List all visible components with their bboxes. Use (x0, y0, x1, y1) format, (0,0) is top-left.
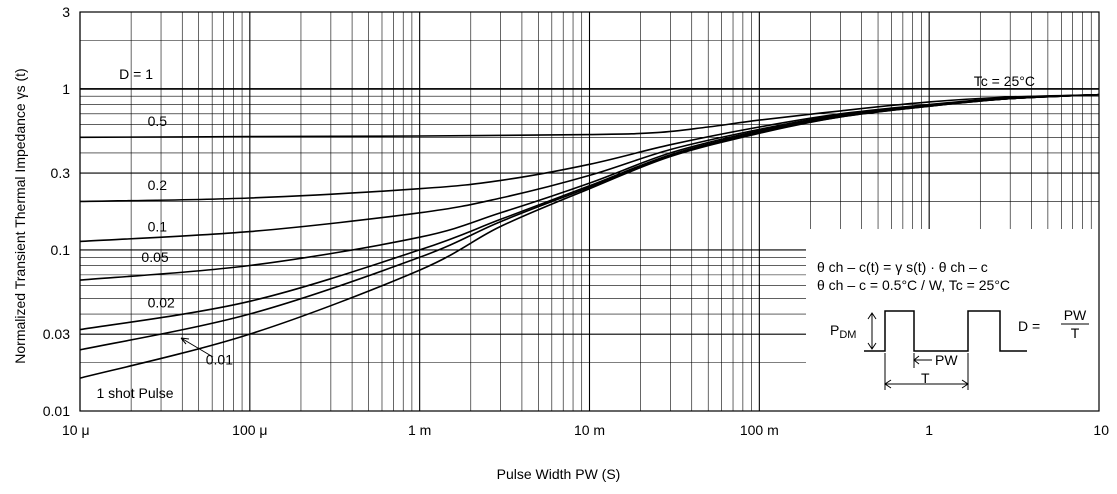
series-label-2: 0.2 (148, 177, 168, 193)
series-label-7: 1 shot Pulse (96, 385, 173, 401)
series-label-0: D = 1 (119, 66, 153, 82)
y-tick-label: 0.03 (43, 326, 70, 342)
series-label-6: 0.01 (206, 351, 233, 367)
pw-label: PW (935, 352, 958, 368)
y-tick-label: 3 (62, 4, 70, 20)
x-tick-label: 100 μ (232, 422, 267, 438)
series-label-3: 0.1 (148, 219, 168, 235)
series-line-7 (79, 93, 1100, 379)
x-axis-label: Pulse Width PW (S) (496, 466, 621, 482)
t-label: T (921, 370, 930, 386)
y-axis-label: Normalized Transient Thermal Impedance γ… (12, 68, 28, 364)
tc-annotation: Tc = 25°C (974, 73, 1035, 89)
plot-frame (79, 11, 1100, 412)
x-tick-label: 100 m (740, 422, 779, 438)
t-arrow (884, 353, 969, 390)
x-tick-label: 1 m (408, 422, 431, 438)
series-label-5: 0.02 (148, 294, 175, 310)
pdm-arrow (867, 312, 877, 350)
formula-line-1: θ ch – c(t) = γ s(t) · θ ch – c (817, 259, 988, 275)
y-tick-label: 0.3 (51, 165, 71, 181)
y-tick-label: 0.1 (51, 242, 71, 258)
inset-box: θ ch – c(t) = γ s(t) · θ ch – c θ ch – c… (806, 229, 1099, 411)
series-line-1 (79, 93, 1100, 139)
series-label-4: 0.05 (141, 249, 168, 265)
series-labels: D = 1 0.5 0.2 0.1 0.05 0.02 0.01 1 shot Pulse (96, 66, 233, 401)
x-tick-label: 10 (1093, 422, 1109, 438)
pulse-waveform (864, 310, 1027, 352)
formula-line-2: θ ch – c = 0.5°C / W, Tc = 25°C (817, 277, 1010, 293)
d-prefix: D = (1018, 318, 1040, 334)
x-tick-label: 10 m (574, 422, 605, 438)
series-label-1: 0.5 (148, 113, 168, 129)
y-tick-label: 0.01 (43, 403, 70, 419)
x-tick-label: 1 (925, 422, 933, 438)
x-tick-label: 10 μ (62, 422, 90, 438)
d-numerator: PW (1064, 307, 1087, 323)
pdm-label: PDM (830, 322, 856, 341)
thermal-impedance-chart: D = 1 0.5 0.2 0.1 0.05 0.02 0.01 1 shot Pulse 1… (43, 4, 1109, 438)
tick-labels: 10 μ 100 μ 1 m 10 m 100 m 1 10 0.01 0.03 0.1 0.3 1 3 (43, 4, 1109, 438)
pw-arrow (884, 353, 932, 390)
series-group (79, 88, 1100, 379)
y-tick-label: 1 (62, 81, 70, 97)
d-denominator: T (1071, 325, 1080, 341)
pointer-arrow-0-01 (180, 337, 214, 358)
